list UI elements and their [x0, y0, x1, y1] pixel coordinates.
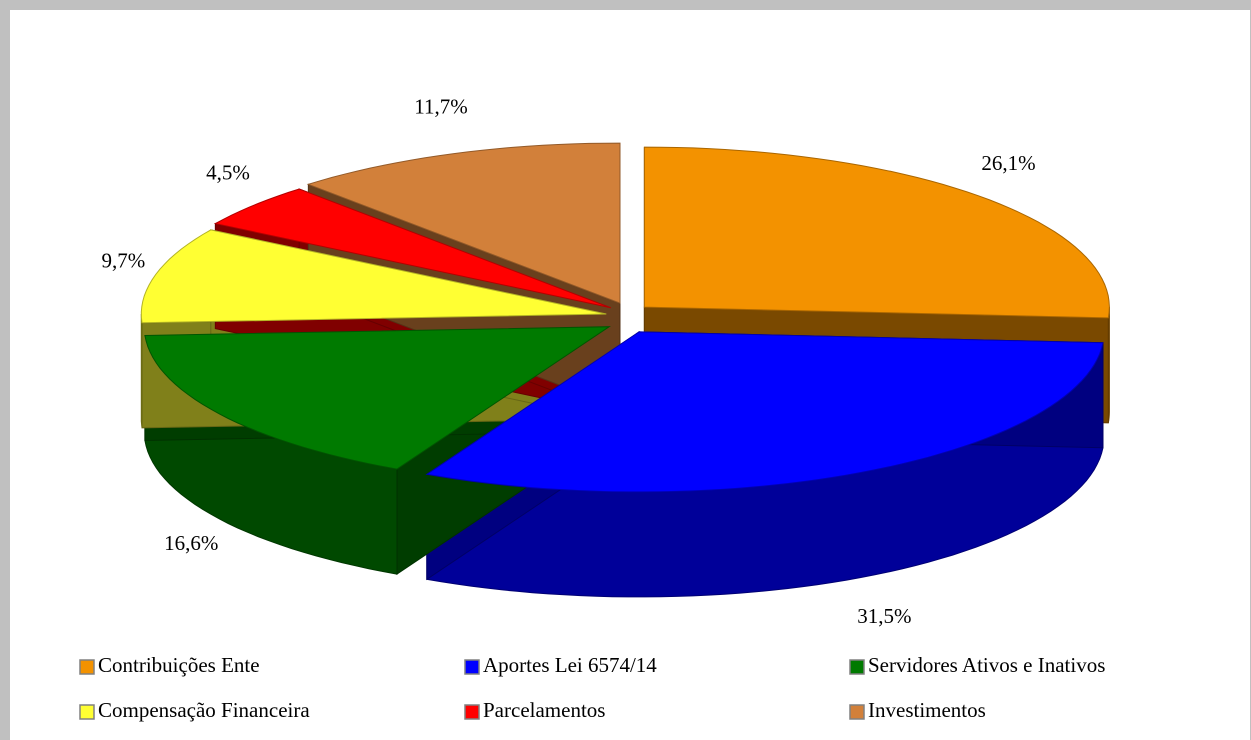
data-label: 16,6%	[164, 531, 218, 555]
legend-swatch	[849, 659, 865, 675]
slice	[643, 146, 1110, 319]
legend-swatch	[849, 704, 865, 720]
data-label: 4,5%	[206, 160, 250, 184]
pie-tops	[140, 142, 1110, 493]
data-label: 31,5%	[857, 604, 911, 628]
slice	[306, 142, 621, 304]
legend-label: Parcelamentos	[483, 698, 605, 722]
data-label: 11,7%	[414, 95, 467, 119]
data-label: 26,1%	[981, 151, 1035, 175]
legend-label: Compensação Financeira	[98, 698, 310, 722]
legend-swatch	[464, 659, 480, 675]
slice	[140, 229, 607, 324]
legend-swatch	[79, 704, 95, 720]
slice	[213, 188, 611, 309]
labels: 26,1% 31,5% 16,6% 9,7% 4,5% 11,7%	[101, 95, 1035, 628]
slice	[425, 331, 1104, 493]
legend-label: Investimentos	[868, 698, 986, 722]
legend-swatch	[464, 704, 480, 720]
slice	[144, 326, 611, 470]
legend-label: Contribuições Ente	[98, 653, 260, 677]
legend: Contribuições Ente Aportes Lei 6574/14 Ser…	[79, 653, 1105, 722]
legend-swatch	[79, 659, 95, 675]
legend-label: Servidores Ativos e Inativos	[868, 653, 1105, 677]
legend-label: Aportes Lei 6574/14	[483, 653, 657, 677]
data-label: 9,7%	[101, 249, 145, 273]
